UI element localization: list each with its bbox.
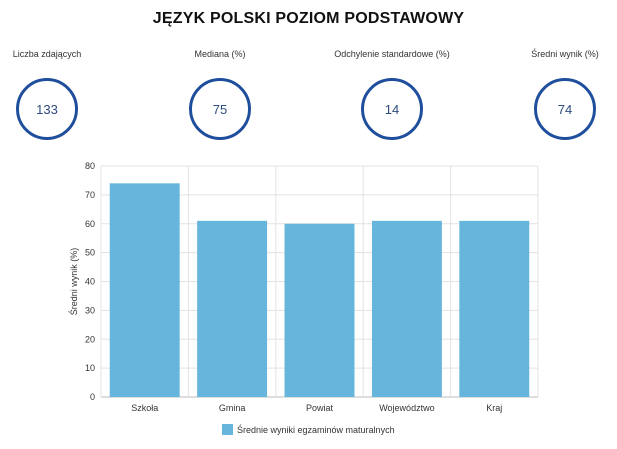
x-tick-label: Województwo (379, 403, 434, 413)
stat-average-score: Średni wynik (%) 74 (495, 47, 617, 140)
stat-label: Mediana (%) (194, 49, 246, 59)
bar-3 (371, 220, 442, 397)
legend-label: Średnie wyniki egzaminów maturalnych (237, 424, 395, 435)
legend: Średnie wyniki egzaminów maturalnych (222, 424, 395, 435)
stat-label: Średni wynik (%) (531, 49, 599, 59)
bar-1 (197, 220, 268, 397)
y-tick-label: 80 (85, 161, 95, 171)
y-tick-label: 20 (85, 334, 95, 344)
x-tick-label: Szkoła (131, 403, 158, 413)
bar-4 (459, 220, 530, 397)
bar-2 (284, 223, 355, 397)
stat-exam-takers: Liczba zdających 133 (0, 47, 117, 140)
y-tick-label: 70 (85, 190, 95, 200)
bar-chart: 0 10 20 30 40 50 60 70 80 Szkoła Gmina Powiat Wojewó… (68, 161, 539, 413)
y-tick-label: 40 (85, 277, 95, 287)
stat-label: Liczba zdających (12, 49, 82, 59)
page-title: JĘZYK POLSKI POZIOM PODSTAWOWY (152, 10, 465, 27)
y-tick-label: 10 (85, 363, 95, 373)
stat-median: Mediana (%) 75 (150, 47, 290, 140)
stat-std-dev: Odchylenie standardowe (%) 14 (322, 47, 462, 140)
y-tick-label: 50 (85, 248, 95, 258)
x-tick-label: Powiat (306, 403, 334, 413)
stat-label: Odchylenie standardowe (%) (334, 49, 450, 59)
y-tick-label: 60 (85, 219, 95, 229)
legend-swatch (222, 424, 233, 435)
y-axis-label: Średni wynik (%) (68, 248, 79, 316)
x-tick-label: Gmina (219, 403, 246, 413)
stat-circle: 14 (361, 78, 423, 140)
stat-circle: 133 (16, 78, 78, 140)
y-tick-label: 30 (85, 305, 95, 315)
bar-0 (109, 183, 180, 397)
stat-circle: 74 (534, 78, 596, 140)
y-tick-label: 0 (90, 392, 95, 402)
x-tick-label: Kraj (486, 403, 502, 413)
stat-circle: 75 (189, 78, 251, 140)
